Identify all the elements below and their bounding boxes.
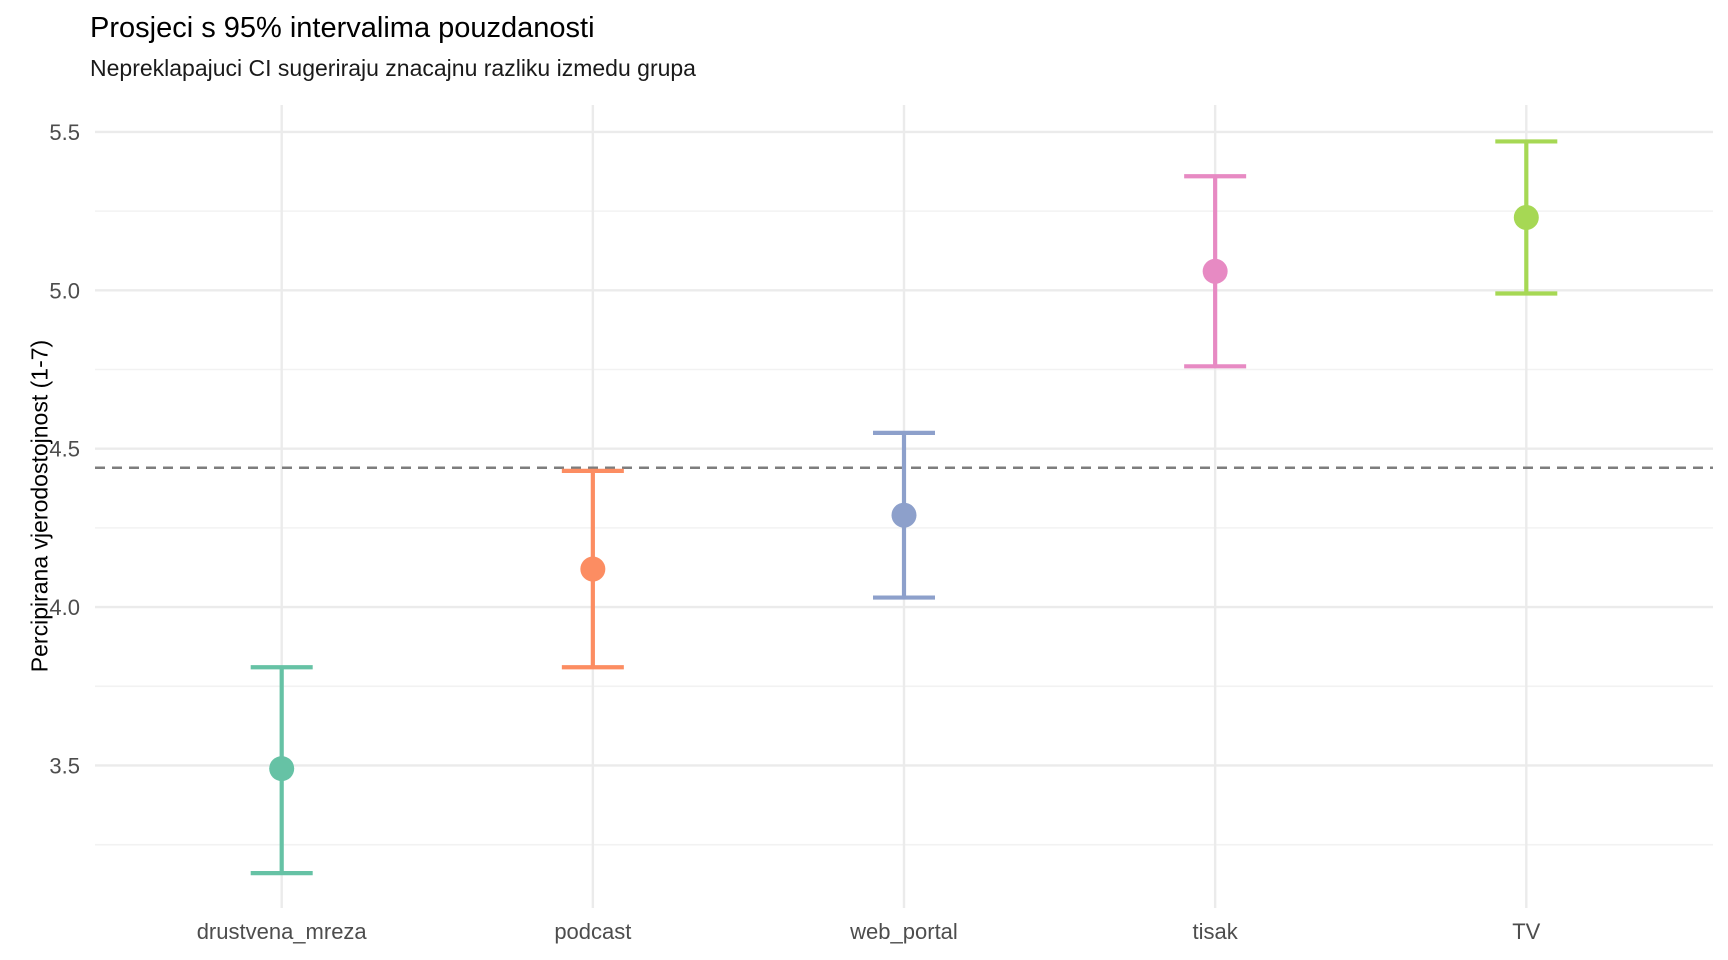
x-axis-label-tisak: tisak bbox=[1193, 919, 1239, 944]
y-tick-label-4.5: 4.5 bbox=[49, 437, 80, 462]
x-axis-label-drustvena_mreza: drustvena_mreza bbox=[197, 919, 368, 944]
chart-title: Prosjeci s 95% intervalima pouzdanosti bbox=[90, 12, 595, 44]
mean-point-TV bbox=[1513, 204, 1539, 230]
mean-point-web_portal bbox=[891, 502, 917, 528]
x-axis-label-podcast: podcast bbox=[554, 919, 631, 944]
y-tick-label-5.0: 5.0 bbox=[49, 278, 80, 303]
mean-point-podcast bbox=[580, 556, 606, 582]
y-tick-label-3.5: 3.5 bbox=[49, 753, 80, 778]
mean-point-drustvena_mreza bbox=[269, 756, 295, 782]
mean-point-tisak bbox=[1202, 258, 1228, 284]
y-tick-label-4.0: 4.0 bbox=[49, 595, 80, 620]
chart-subtitle: Nepreklapajuci CI sugeriraju znacajnu ra… bbox=[90, 55, 696, 81]
x-axis-label-web_portal: web_portal bbox=[849, 919, 958, 944]
y-tick-label-5.5: 5.5 bbox=[49, 120, 80, 145]
x-axis-label-TV: TV bbox=[1512, 919, 1540, 944]
